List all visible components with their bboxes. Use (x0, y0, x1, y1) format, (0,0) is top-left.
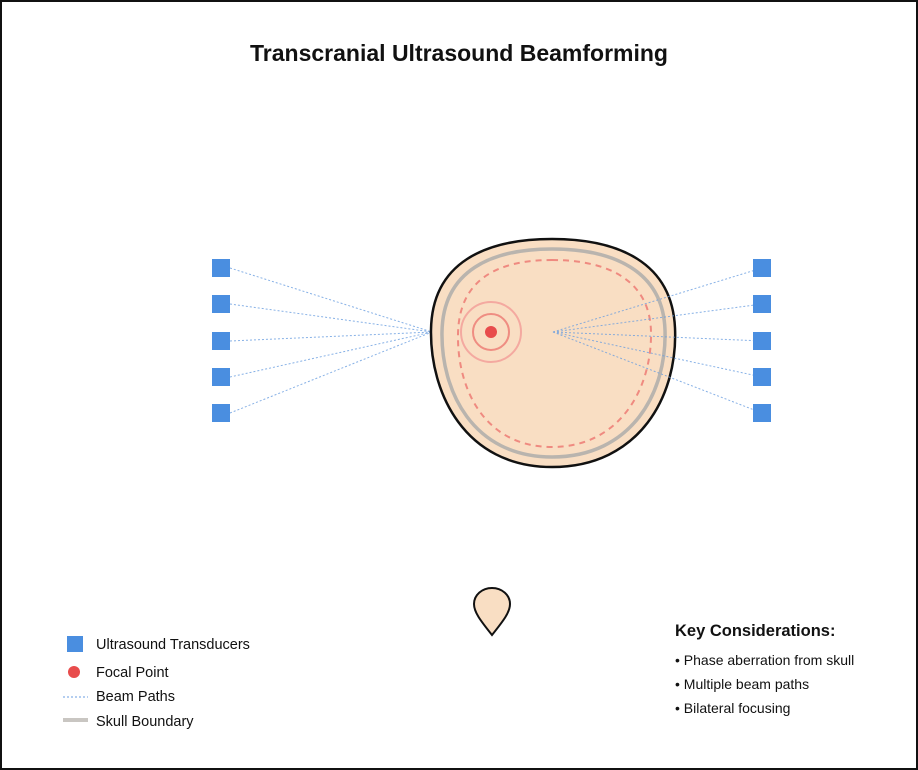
beam-path (552, 267, 763, 333)
skull-outline (429, 237, 677, 469)
transducer-icon (753, 295, 771, 313)
legend-label-transducers: Ultrasound Transducers (96, 637, 250, 653)
transducer-icon (753, 332, 771, 350)
beam-path (229, 331, 433, 414)
teardrop-shape (472, 586, 512, 637)
transducer-icon (753, 259, 771, 277)
legend-label-beam-paths: Beam Paths (96, 689, 175, 705)
legend-label-focal-point: Focal Point (96, 665, 169, 681)
legend-label-skull-boundary: Skull Boundary (96, 714, 194, 730)
transducer-icon (753, 368, 771, 386)
focal-target (460, 301, 522, 363)
beam-path (552, 331, 763, 342)
beam-path (229, 267, 433, 333)
transducer-icon (212, 368, 230, 386)
key-consideration-item: • Multiple beam paths (675, 676, 809, 692)
key-considerations-title: Key Considerations: (675, 622, 835, 640)
transducer-icon (212, 404, 230, 422)
right-transducer-array (753, 259, 771, 422)
left-transducer-array (212, 259, 230, 422)
beam-path (229, 331, 433, 342)
legend: Ultrasound Transducers Focal Point Beam … (63, 636, 250, 730)
diagram-title: Transcranial Ultrasound Beamforming (250, 40, 668, 66)
transducer-icon (212, 259, 230, 277)
beam-path (229, 303, 433, 333)
transducer-icon (67, 636, 83, 652)
beam-path (552, 331, 763, 414)
focal-ring-inner (472, 313, 510, 351)
skull-boundary-ring (440, 247, 667, 459)
skull (429, 237, 677, 469)
focal-point-icon (68, 666, 80, 678)
beam-path (552, 303, 763, 333)
right-beam-paths (552, 267, 763, 414)
brain-boundary-dashed (456, 258, 653, 449)
key-consideration-item: • Bilateral focusing (675, 700, 790, 716)
focal-point-icon (485, 326, 497, 338)
transducer-icon (212, 332, 230, 350)
transducer-icon (212, 295, 230, 313)
focal-ring-outer (460, 301, 522, 363)
key-considerations: Key Considerations: • Phase aberration f… (675, 622, 854, 716)
transducer-icon (753, 404, 771, 422)
key-consideration-item: • Phase aberration from skull (675, 652, 854, 668)
left-beam-paths (229, 267, 433, 414)
beam-path (229, 331, 433, 378)
